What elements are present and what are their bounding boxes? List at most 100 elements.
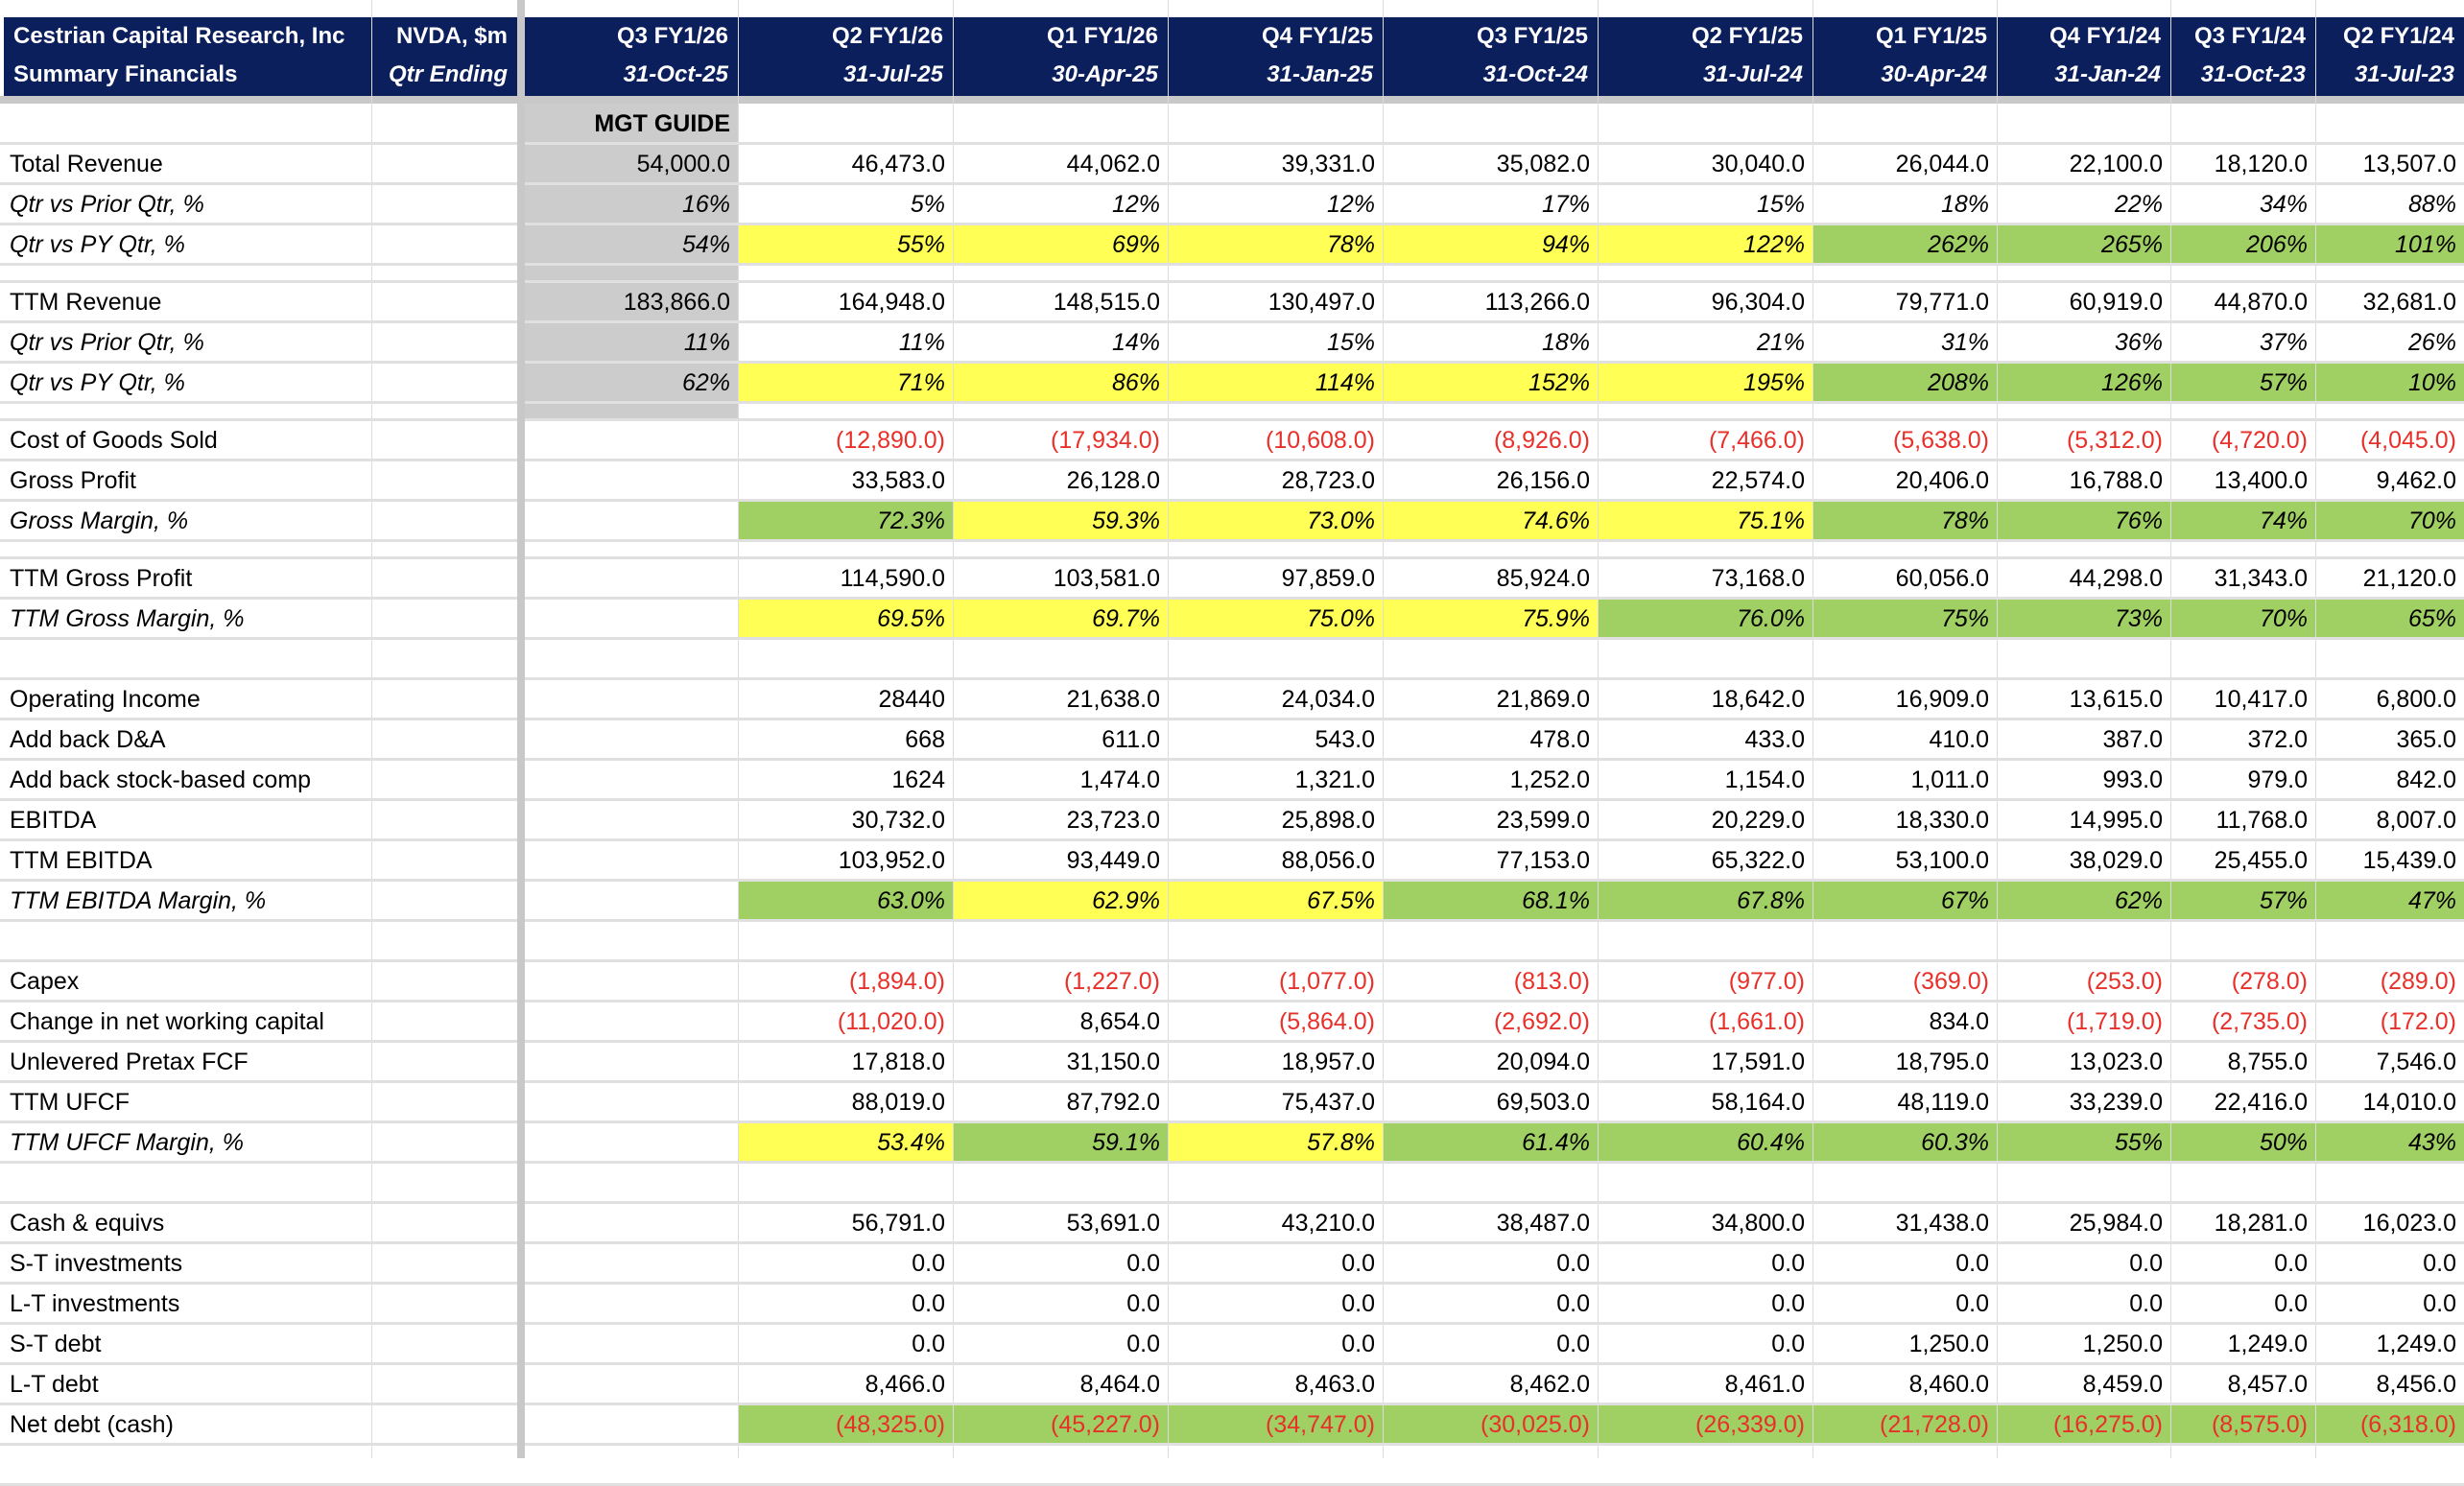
data-cell[interactable]: 43%: [2315, 1122, 2464, 1163]
data-cell[interactable]: 67%: [1812, 881, 1997, 921]
data-cell[interactable]: 8,462.0: [1383, 1364, 1598, 1404]
spreadsheet[interactable]: Cestrian Capital Research, IncSummary Fi…: [0, 0, 2464, 1458]
data-cell[interactable]: 0.0: [953, 1243, 1168, 1284]
data-cell[interactable]: [524, 1243, 738, 1284]
data-cell[interactable]: 57%: [2170, 881, 2315, 921]
data-cell[interactable]: 372.0: [2170, 719, 2315, 760]
data-cell[interactable]: 265%: [1997, 224, 2170, 265]
data-cell[interactable]: 55%: [1997, 1122, 2170, 1163]
data-cell[interactable]: 0.0: [1168, 1324, 1383, 1364]
data-cell[interactable]: (977.0): [1598, 961, 1812, 1002]
data-cell[interactable]: 62%: [524, 363, 738, 403]
data-cell[interactable]: 0.0: [1598, 1324, 1812, 1364]
data-cell[interactable]: 11,768.0: [2170, 800, 2315, 840]
data-cell[interactable]: 69%: [953, 224, 1168, 265]
data-cell[interactable]: 54%: [524, 224, 738, 265]
data-cell[interactable]: 13,615.0: [1997, 679, 2170, 719]
data-cell[interactable]: (17,934.0): [953, 420, 1168, 460]
data-cell[interactable]: 73,168.0: [1598, 558, 1812, 599]
data-cell[interactable]: 60.4%: [1598, 1122, 1812, 1163]
data-cell[interactable]: 53,691.0: [953, 1203, 1168, 1243]
data-cell[interactable]: 1,250.0: [1997, 1324, 2170, 1364]
data-cell[interactable]: 22%: [1997, 184, 2170, 224]
data-cell[interactable]: 88,019.0: [738, 1082, 953, 1122]
data-cell[interactable]: 63.0%: [738, 881, 953, 921]
data-cell[interactable]: 55%: [738, 224, 953, 265]
data-cell[interactable]: 18,642.0: [1598, 679, 1812, 719]
data-cell[interactable]: 14,010.0: [2315, 1082, 2464, 1122]
data-cell[interactable]: (4,720.0): [2170, 420, 2315, 460]
data-cell[interactable]: 8,464.0: [953, 1364, 1168, 1404]
data-cell[interactable]: 36%: [1997, 322, 2170, 363]
data-cell[interactable]: 53,100.0: [1812, 840, 1997, 881]
data-cell[interactable]: [524, 1203, 738, 1243]
data-cell[interactable]: 0.0: [1383, 1243, 1598, 1284]
data-cell[interactable]: 14%: [953, 322, 1168, 363]
data-cell[interactable]: 35,082.0: [1383, 144, 1598, 184]
data-cell[interactable]: 20,406.0: [1812, 460, 1997, 501]
data-cell[interactable]: 5%: [738, 184, 953, 224]
data-cell[interactable]: 543.0: [1168, 719, 1383, 760]
data-cell[interactable]: 126%: [1997, 363, 2170, 403]
data-cell[interactable]: 21,638.0: [953, 679, 1168, 719]
data-cell[interactable]: 30,040.0: [1598, 144, 1812, 184]
data-cell[interactable]: 73.0%: [1168, 501, 1383, 541]
data-cell[interactable]: 183,866.0: [524, 282, 738, 322]
data-cell[interactable]: 70%: [2170, 599, 2315, 639]
data-cell[interactable]: 67.8%: [1598, 881, 1812, 921]
data-cell[interactable]: [524, 1042, 738, 1082]
data-cell[interactable]: 18,957.0: [1168, 1042, 1383, 1082]
data-cell[interactable]: 34,800.0: [1598, 1203, 1812, 1243]
data-cell[interactable]: (6,318.0): [2315, 1404, 2464, 1445]
data-cell[interactable]: 8,460.0: [1812, 1364, 1997, 1404]
data-cell[interactable]: 0.0: [1598, 1284, 1812, 1324]
data-cell[interactable]: 1,321.0: [1168, 760, 1383, 800]
data-cell[interactable]: 62%: [1997, 881, 2170, 921]
data-cell[interactable]: 25,455.0: [2170, 840, 2315, 881]
data-cell[interactable]: 76%: [1997, 501, 2170, 541]
data-cell[interactable]: 0.0: [2170, 1243, 2315, 1284]
data-cell[interactable]: 30,732.0: [738, 800, 953, 840]
data-cell[interactable]: 38,487.0: [1383, 1203, 1598, 1243]
data-cell[interactable]: 0.0: [2315, 1284, 2464, 1324]
data-cell[interactable]: 114,590.0: [738, 558, 953, 599]
data-cell[interactable]: (5,312.0): [1997, 420, 2170, 460]
data-cell[interactable]: 993.0: [1997, 760, 2170, 800]
data-cell[interactable]: 8,459.0: [1997, 1364, 2170, 1404]
data-cell[interactable]: 0.0: [1812, 1284, 1997, 1324]
data-cell[interactable]: 21,120.0: [2315, 558, 2464, 599]
data-cell[interactable]: 69,503.0: [1383, 1082, 1598, 1122]
data-cell[interactable]: 9,462.0: [2315, 460, 2464, 501]
data-cell[interactable]: (7,466.0): [1598, 420, 1812, 460]
data-cell[interactable]: 0.0: [738, 1324, 953, 1364]
data-cell[interactable]: 0.0: [738, 1243, 953, 1284]
data-cell[interactable]: 93,449.0: [953, 840, 1168, 881]
data-cell[interactable]: 11%: [524, 322, 738, 363]
data-cell[interactable]: 433.0: [1598, 719, 1812, 760]
data-cell[interactable]: 25,898.0: [1168, 800, 1383, 840]
data-cell[interactable]: 78%: [1168, 224, 1383, 265]
data-cell[interactable]: [524, 420, 738, 460]
data-cell[interactable]: [524, 501, 738, 541]
data-cell[interactable]: 12%: [1168, 184, 1383, 224]
data-cell[interactable]: 33,239.0: [1997, 1082, 2170, 1122]
data-cell[interactable]: 195%: [1598, 363, 1812, 403]
data-cell[interactable]: 1624: [738, 760, 953, 800]
data-cell[interactable]: 8,466.0: [738, 1364, 953, 1404]
data-cell[interactable]: 65,322.0: [1598, 840, 1812, 881]
data-cell[interactable]: 44,298.0: [1997, 558, 2170, 599]
data-cell[interactable]: 43,210.0: [1168, 1203, 1383, 1243]
data-cell[interactable]: 28440: [738, 679, 953, 719]
data-cell[interactable]: 16,023.0: [2315, 1203, 2464, 1243]
data-cell[interactable]: 206%: [2170, 224, 2315, 265]
data-cell[interactable]: 54,000.0: [524, 144, 738, 184]
data-cell[interactable]: (8,926.0): [1383, 420, 1598, 460]
data-cell[interactable]: 1,252.0: [1383, 760, 1598, 800]
data-cell[interactable]: [524, 1002, 738, 1042]
data-cell[interactable]: 18,795.0: [1812, 1042, 1997, 1082]
data-cell[interactable]: 31,343.0: [2170, 558, 2315, 599]
data-cell[interactable]: 17,818.0: [738, 1042, 953, 1082]
data-cell[interactable]: 57.8%: [1168, 1122, 1383, 1163]
data-cell[interactable]: 164,948.0: [738, 282, 953, 322]
data-cell[interactable]: 8,463.0: [1168, 1364, 1383, 1404]
